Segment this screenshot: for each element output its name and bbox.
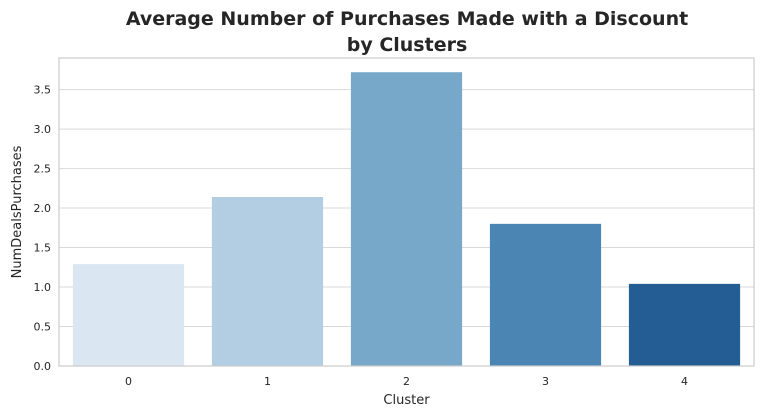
bar-cluster-3 [489, 223, 602, 366]
x-tick-label: 0 [125, 375, 132, 388]
bar-cluster-4 [628, 283, 741, 366]
bar-cluster-1 [211, 196, 324, 366]
y-axis-ticks: 0.0 0.5 1.0 1.5 2.0 2.5 3.0 3.5 [34, 84, 52, 373]
x-axis-label: Cluster [383, 393, 430, 408]
x-tick-label: 3 [542, 375, 549, 388]
x-axis-ticks: 0 1 2 3 4 [125, 375, 688, 388]
y-tick-label: 0.0 [34, 360, 52, 373]
bar-cluster-2 [350, 72, 463, 366]
x-tick-label: 4 [681, 375, 688, 388]
chart-title: Average Number of Purchases Made with a … [126, 8, 688, 56]
y-tick-label: 3.5 [34, 84, 52, 97]
y-tick-label: 3.0 [34, 123, 52, 136]
chart-title-line-1: Average Number of Purchases Made with a … [126, 8, 688, 30]
plot-frame [58, 57, 755, 367]
y-tick-label: 2.5 [34, 163, 52, 176]
y-tick-label: 1.0 [34, 281, 52, 294]
y-tick-label: 1.5 [34, 242, 52, 255]
y-axis-label: NumDealsPurchases [10, 145, 25, 278]
y-tick-label: 2.0 [34, 202, 52, 215]
x-tick-label: 2 [403, 375, 410, 388]
bar-cluster-0 [72, 264, 185, 366]
y-tick-label: 0.5 [34, 321, 52, 334]
chart-title-line-2: by Clusters [347, 34, 468, 56]
bars [72, 72, 741, 366]
x-tick-label: 1 [264, 375, 271, 388]
